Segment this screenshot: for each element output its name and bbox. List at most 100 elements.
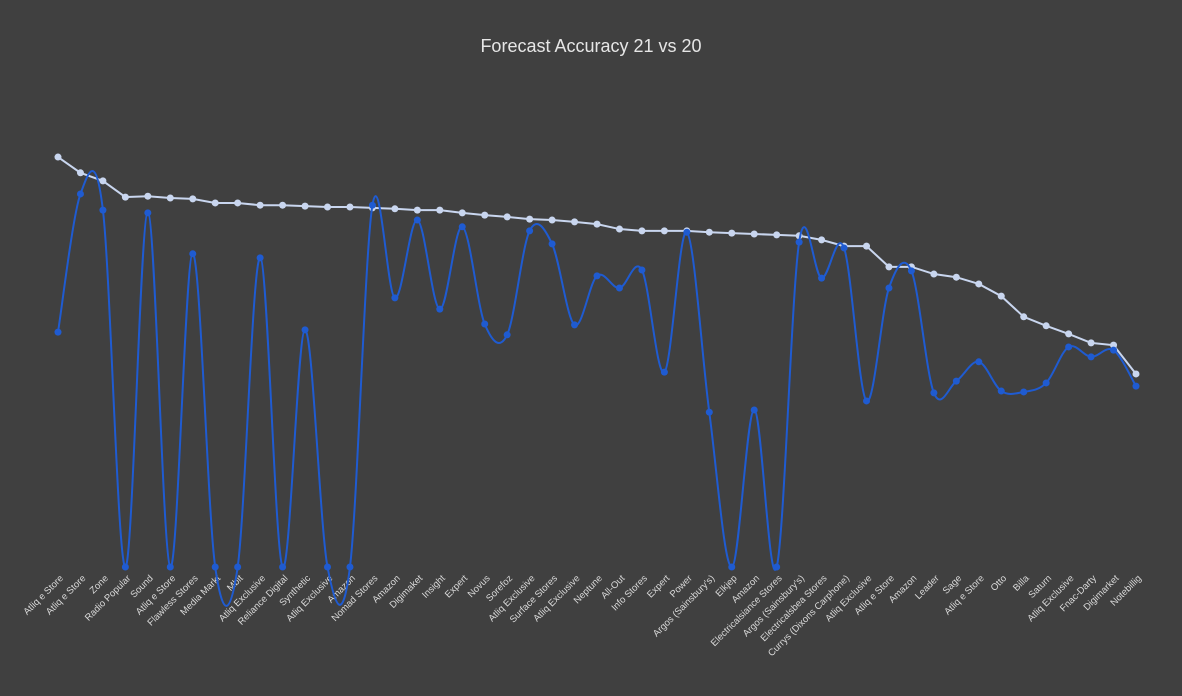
data-point	[166, 563, 174, 571]
data-point	[346, 203, 354, 211]
data-point	[279, 563, 287, 571]
data-point	[211, 199, 219, 207]
data-point	[773, 231, 781, 239]
data-point	[1110, 341, 1118, 349]
data-point	[256, 201, 264, 209]
data-point	[728, 229, 736, 237]
data-point	[481, 320, 489, 328]
data-point	[1132, 382, 1140, 390]
data-point	[548, 216, 556, 224]
data-point	[997, 387, 1005, 395]
x-tick-label: Expert	[645, 573, 672, 600]
data-point	[76, 169, 84, 177]
data-point	[54, 153, 62, 161]
data-point	[571, 321, 579, 329]
data-point	[863, 242, 870, 250]
data-point	[1110, 346, 1118, 354]
x-tick-label: Otto	[989, 573, 1009, 593]
data-point	[907, 267, 915, 275]
data-point	[975, 280, 983, 288]
data-point	[1042, 322, 1050, 330]
data-point	[413, 216, 421, 224]
data-point	[593, 220, 601, 228]
data-point	[773, 563, 781, 571]
data-point	[144, 192, 152, 200]
data-point	[750, 406, 758, 414]
series-line	[57, 170, 1137, 607]
data-point	[885, 263, 893, 271]
data-point	[481, 211, 489, 219]
data-point	[1087, 353, 1095, 361]
x-tick-label: Insight	[420, 573, 448, 601]
data-point	[683, 228, 691, 236]
series-line	[57, 156, 1137, 375]
data-point	[76, 190, 84, 198]
data-point	[436, 206, 444, 214]
data-point	[750, 230, 758, 238]
data-point	[728, 563, 736, 571]
data-point	[526, 215, 534, 223]
data-point	[189, 250, 197, 258]
data-point	[526, 227, 534, 235]
data-point	[1020, 388, 1028, 396]
data-point	[818, 274, 826, 282]
chart-title: Forecast Accuracy 21 vs 20	[480, 36, 701, 56]
data-point	[436, 305, 444, 313]
data-point	[234, 199, 242, 207]
data-point	[121, 563, 129, 571]
data-point	[930, 270, 938, 278]
data-point	[615, 225, 623, 233]
data-point	[1065, 330, 1073, 338]
data-point	[1087, 339, 1095, 347]
data-point	[1065, 343, 1073, 351]
data-point	[1020, 313, 1028, 321]
data-point	[952, 377, 960, 385]
data-point	[301, 202, 309, 210]
data-point	[346, 563, 354, 571]
data-point	[571, 218, 579, 226]
data-point	[997, 292, 1005, 300]
data-point	[324, 203, 331, 211]
data-point	[863, 397, 870, 405]
data-point	[301, 326, 309, 334]
data-point	[615, 284, 623, 292]
data-point	[975, 358, 983, 366]
data-point	[952, 273, 960, 281]
data-point	[413, 206, 421, 214]
data-point	[121, 193, 129, 201]
data-point	[166, 194, 174, 202]
data-point	[795, 238, 803, 246]
data-point	[548, 240, 556, 248]
x-tick-label: Expert	[443, 573, 470, 600]
data-point	[1042, 379, 1050, 387]
data-point	[458, 209, 466, 217]
data-point	[638, 266, 646, 274]
data-point	[930, 389, 938, 397]
x-tick-label: Leader	[913, 573, 942, 602]
data-point	[660, 368, 668, 376]
data-point	[885, 284, 893, 292]
data-point	[54, 328, 62, 336]
data-point	[189, 195, 197, 203]
data-point	[99, 177, 107, 185]
data-point	[705, 408, 713, 416]
data-point	[638, 227, 646, 235]
data-point	[818, 236, 826, 244]
data-point	[840, 244, 848, 252]
data-point	[324, 563, 331, 571]
data-point	[391, 294, 399, 302]
data-point	[660, 227, 668, 235]
data-point	[144, 209, 152, 217]
data-point	[234, 563, 242, 571]
data-point	[256, 254, 264, 262]
data-point	[391, 205, 399, 213]
data-point	[279, 201, 287, 209]
data-point	[1132, 370, 1140, 378]
data-point	[99, 206, 107, 214]
data-point	[593, 272, 601, 280]
data-point	[458, 223, 466, 231]
data-point	[211, 563, 219, 571]
data-point	[368, 201, 376, 209]
